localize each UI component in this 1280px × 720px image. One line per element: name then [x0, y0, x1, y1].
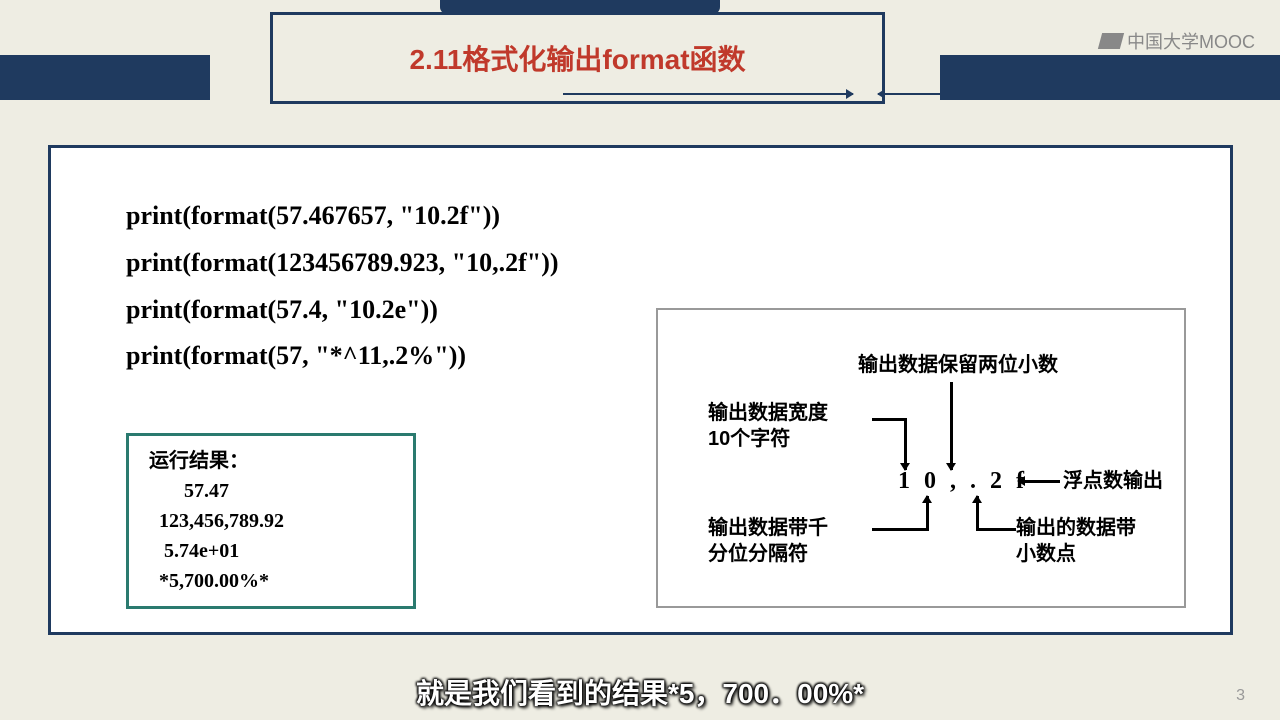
- title-arrow-right: [878, 93, 1143, 95]
- arrow-float: [1018, 480, 1060, 483]
- code-line: print(format(123456789.923, "10,.2f")): [126, 240, 559, 287]
- title-arrow-left: [563, 93, 853, 95]
- code-line: print(format(57.467657, "10.2f")): [126, 193, 559, 240]
- watermark: 中国大学MOOC: [1100, 28, 1255, 54]
- video-subtitle: 就是我们看到的结果*5，700．00%*: [416, 672, 864, 712]
- content-box: print(format(57.467657, "10.2f")) print(…: [48, 145, 1233, 635]
- page-number: 3: [1236, 687, 1245, 705]
- format-diagram: 1 0 , . 2 f 输出数据保留两位小数 输出数据宽度 10个字符 浮点数输…: [656, 308, 1186, 608]
- diagram-label-width: 输出数据宽度 10个字符: [708, 400, 828, 452]
- result-line: 5.74e+01: [149, 536, 393, 566]
- slide-title: 2.11格式化输出format函数: [409, 38, 745, 78]
- arrow-width-h: [872, 418, 907, 421]
- header-bar-left: [0, 55, 210, 100]
- result-title: 运行结果：: [149, 446, 393, 476]
- arrow-thousands-h: [872, 528, 929, 531]
- arrow-thousands-v: [926, 496, 929, 531]
- arrow-width-v: [904, 418, 907, 470]
- arrow-decimal-v: [976, 496, 979, 531]
- watermark-text: 中国大学MOOC: [1127, 28, 1255, 54]
- format-spec-text: 1 0 , . 2 f: [898, 468, 1028, 495]
- arrow-decimal-h: [976, 528, 1016, 531]
- code-line: print(format(57, "*^11,.2%")): [126, 333, 559, 380]
- title-box: 2.11格式化输出format函数: [270, 12, 885, 104]
- code-line: print(format(57.4, "10.2e")): [126, 287, 559, 334]
- arrow-precision: [950, 382, 953, 470]
- code-block: print(format(57.467657, "10.2f")) print(…: [126, 193, 559, 380]
- diagram-label-thousands: 输出数据带千 分位分隔符: [708, 515, 828, 567]
- diagram-label-precision: 输出数据保留两位小数: [858, 352, 1058, 378]
- diagram-label-decimal: 输出的数据带 小数点: [1016, 515, 1136, 567]
- result-line: 123,456,789.92: [149, 506, 393, 536]
- result-box: 运行结果： 57.47 123,456,789.92 5.74e+01 *5,7…: [126, 433, 416, 609]
- result-line: *5,700.00%*: [149, 566, 393, 596]
- result-line: 57.47: [149, 476, 393, 506]
- diagram-label-float: 浮点数输出: [1063, 468, 1163, 494]
- book-icon: [1098, 33, 1124, 49]
